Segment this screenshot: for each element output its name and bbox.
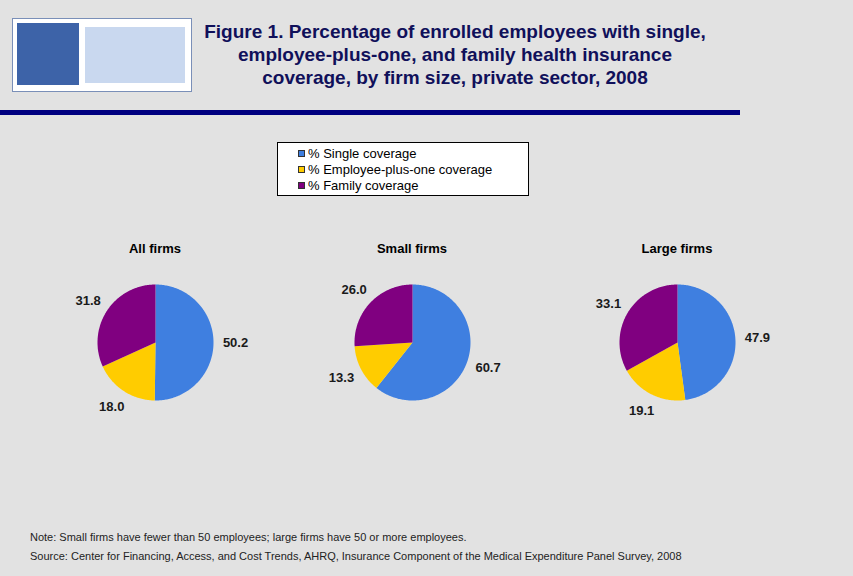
- html-text:Source: Center for Financing,: Source: Center for Financing, Access, an…: [30, 550, 682, 562]
- svg-text:33.1: 33.1: [596, 296, 621, 311]
- html-text:% Single coverage: % Single coverage: [308, 146, 417, 161]
- svg-text:60.7: 60.7: [475, 360, 500, 375]
- svg-text:18.0: 18.0: [99, 399, 124, 414]
- html-text:Figure 1. Percentage of enroll: Figure 1. Percentage of enrolled employe…: [204, 21, 706, 88]
- html-text:% Family coverage: % Family coverage: [308, 178, 419, 193]
- svg-text:19.1: 19.1: [629, 403, 654, 418]
- svg-text:13.3: 13.3: [329, 370, 354, 385]
- html-text:% Employee-plus-one coverage: % Employee-plus-one coverage: [308, 162, 493, 177]
- html-text:Large firms: Large firms: [641, 241, 713, 256]
- svg-text:47.9: 47.9: [745, 329, 770, 344]
- html-text:Small firms: Small firms: [377, 241, 447, 256]
- html-text:Note: Small firms have fewer t: Note: Small firms have fewer than 50 emp…: [30, 531, 467, 543]
- svg-text:26.0: 26.0: [341, 282, 366, 297]
- svg-text:31.8: 31.8: [76, 293, 101, 308]
- svg-text:50.2: 50.2: [223, 335, 248, 350]
- html-text:All firms: All firms: [129, 241, 181, 256]
